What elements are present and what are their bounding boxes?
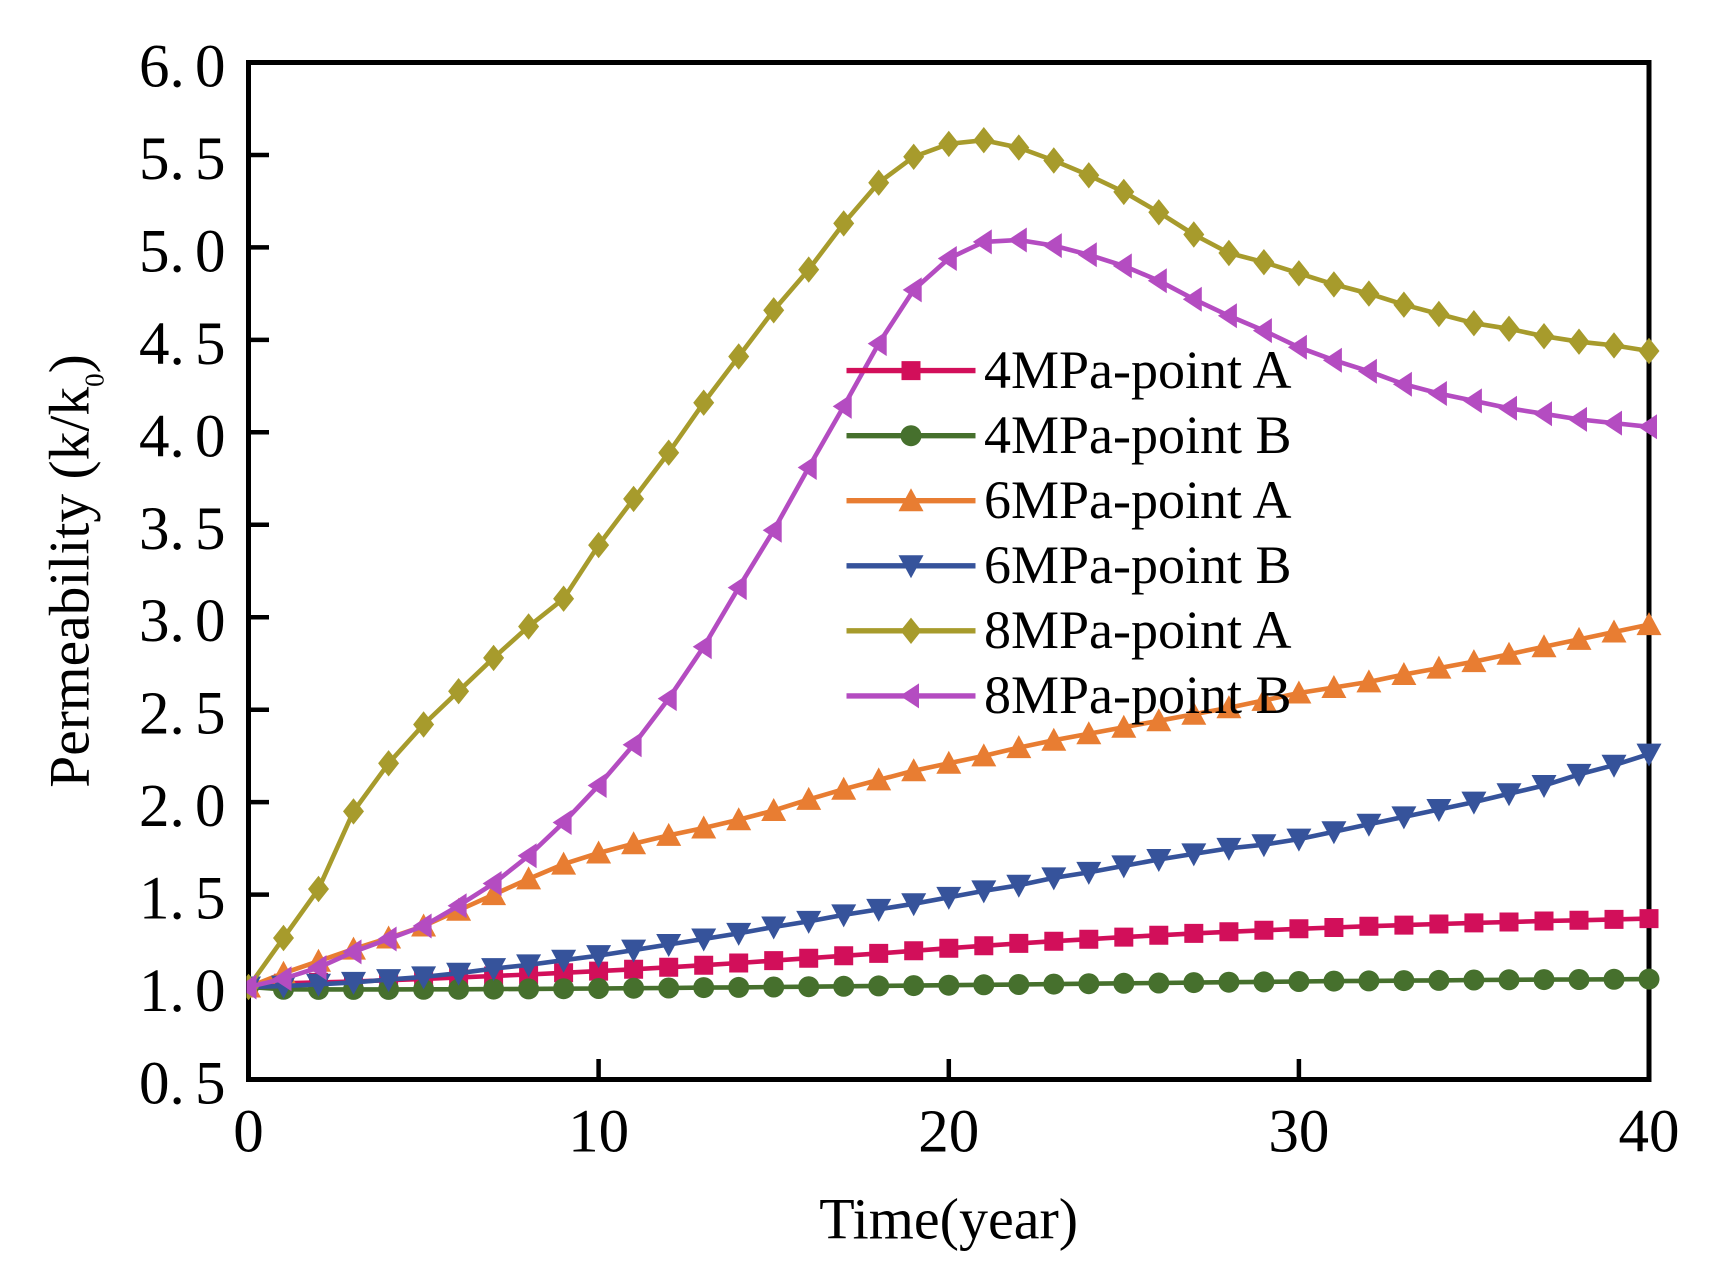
svg-text:3. 5: 3. 5 <box>139 496 226 563</box>
svg-text:1. 5: 1. 5 <box>139 866 226 933</box>
svg-text:8MPa-point B: 8MPa-point B <box>984 665 1292 725</box>
svg-text:1. 0: 1. 0 <box>139 958 226 1025</box>
svg-text:30: 30 <box>1268 1098 1329 1165</box>
svg-text:20: 20 <box>918 1098 979 1165</box>
svg-text:10: 10 <box>568 1098 629 1165</box>
svg-text:4. 0: 4. 0 <box>139 403 226 470</box>
svg-text:Permeability (k/k0): Permeability (k/k0) <box>39 354 110 787</box>
svg-text:0: 0 <box>233 1098 264 1165</box>
svg-text:0. 5: 0. 5 <box>139 1051 226 1118</box>
svg-text:Time(year): Time(year) <box>819 1186 1078 1251</box>
svg-text:8MPa-point A: 8MPa-point A <box>984 600 1292 660</box>
svg-text:5. 0: 5. 0 <box>139 218 226 285</box>
svg-text:6. 0: 6. 0 <box>139 34 226 101</box>
svg-text:6MPa-point B: 6MPa-point B <box>984 535 1292 595</box>
svg-text:4. 5: 4. 5 <box>139 311 226 378</box>
svg-text:6MPa-point A: 6MPa-point A <box>984 470 1292 530</box>
svg-text:2. 5: 2. 5 <box>139 681 226 748</box>
svg-text:3. 0: 3. 0 <box>139 588 226 655</box>
svg-text:4MPa-point A: 4MPa-point A <box>984 340 1292 400</box>
svg-text:5. 5: 5. 5 <box>139 126 226 193</box>
svg-text:2. 0: 2. 0 <box>139 773 226 840</box>
svg-text:4MPa-point B: 4MPa-point B <box>984 405 1292 465</box>
svg-text:40: 40 <box>1619 1098 1680 1165</box>
